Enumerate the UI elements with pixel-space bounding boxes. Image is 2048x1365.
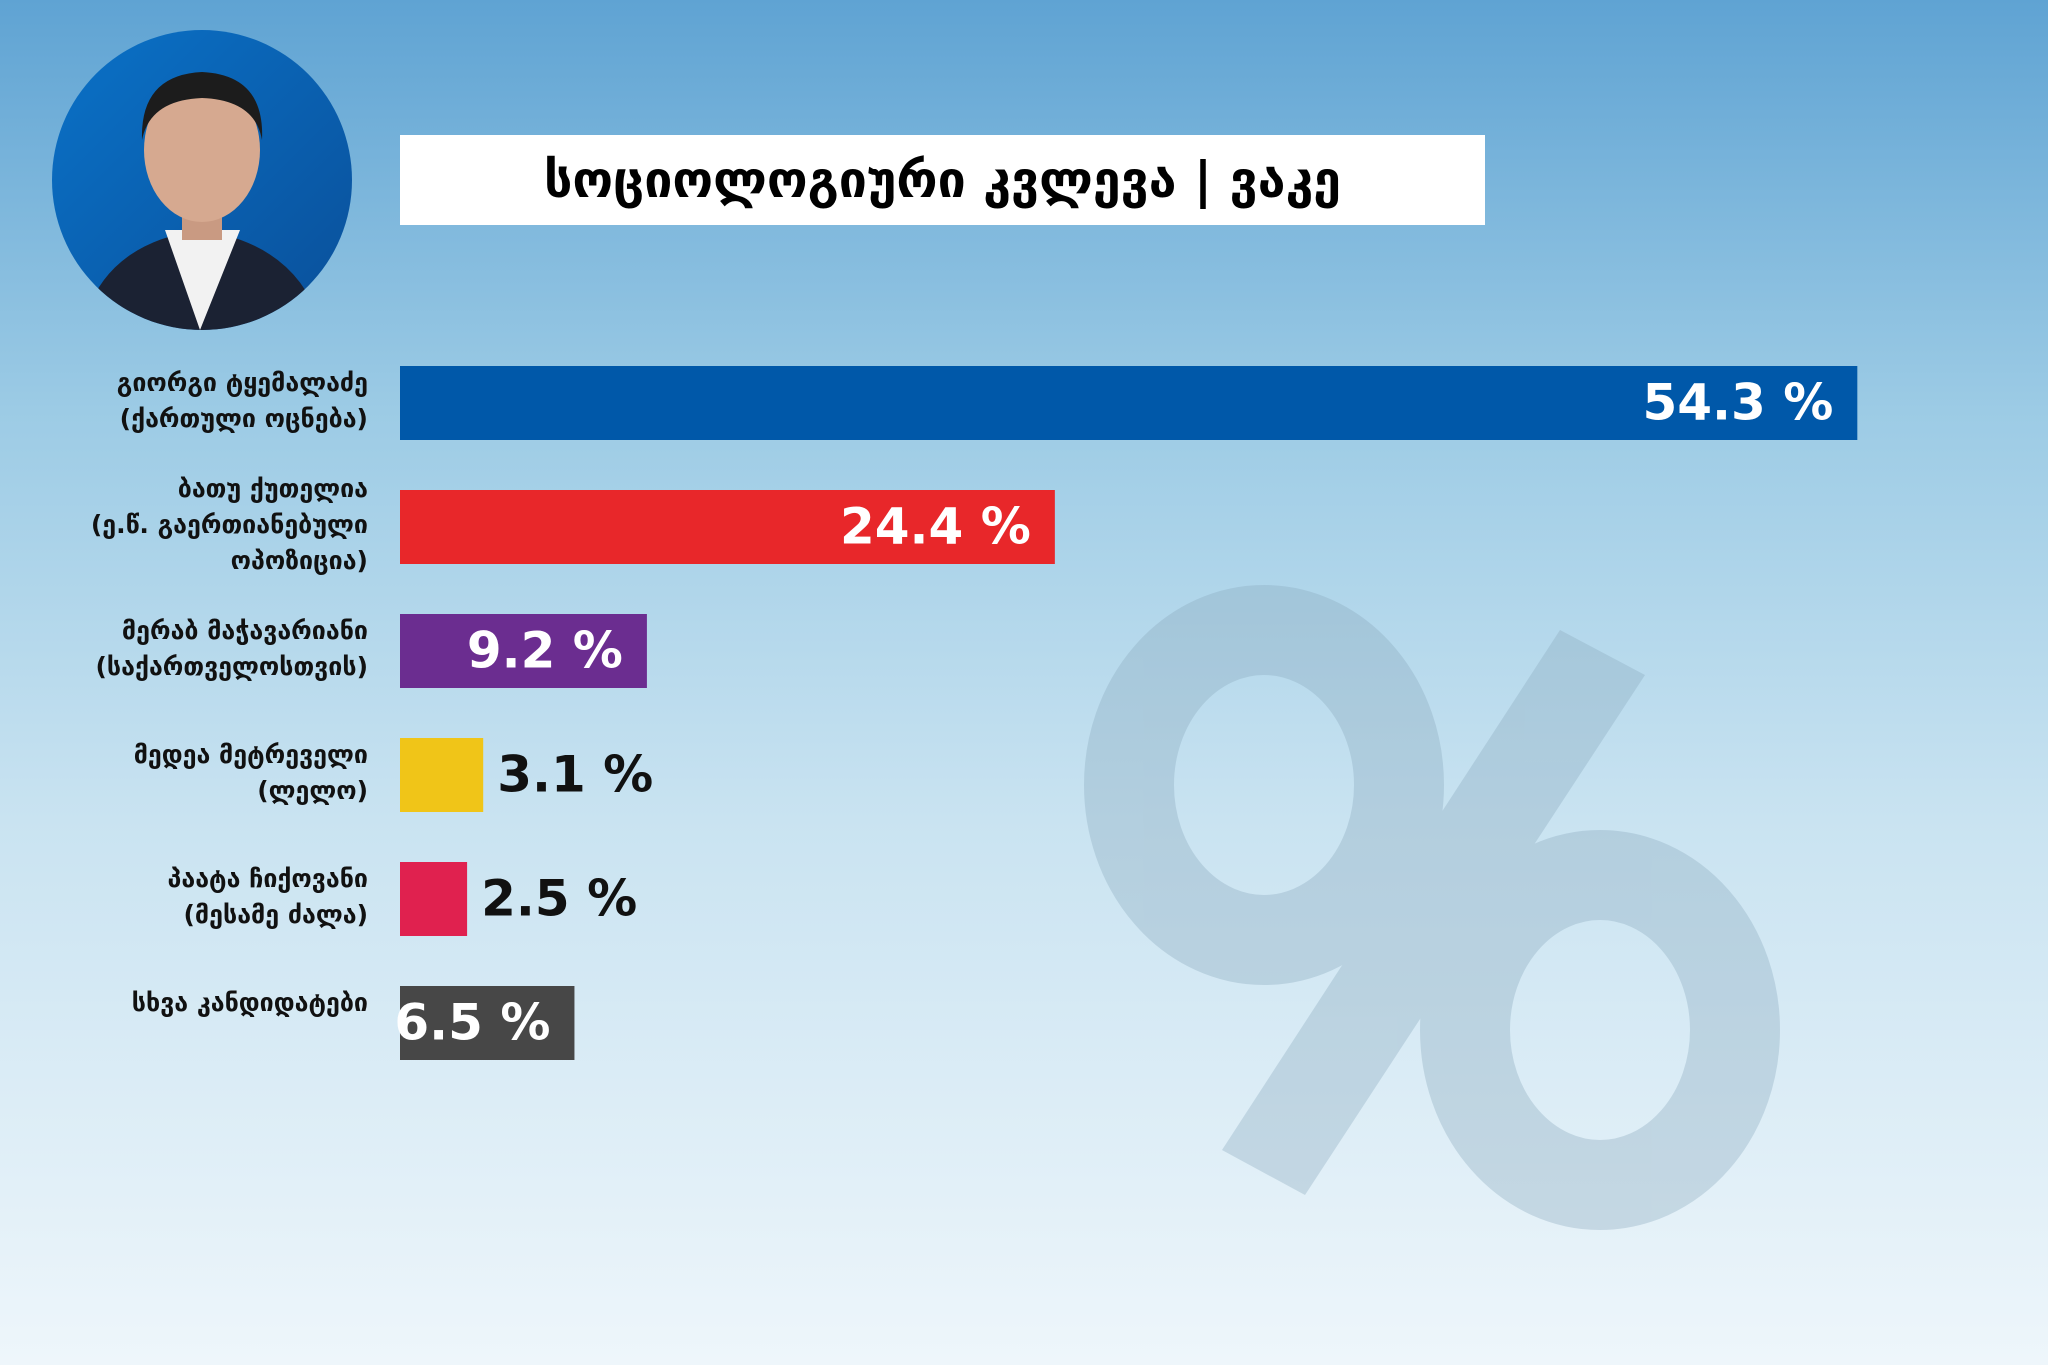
bar bbox=[400, 862, 468, 936]
category-label: გიორგი ტყემალაძე (ქართული ოცნება) bbox=[116, 368, 368, 433]
bar bbox=[400, 614, 647, 688]
category-label: მედეა მეტრეველი (ლელო) bbox=[133, 740, 368, 805]
value-label: 54.3 % bbox=[1642, 374, 1833, 432]
watermark bbox=[1084, 585, 1780, 1230]
value-label: 2.5 % bbox=[481, 870, 637, 928]
value-label: 6.5 % bbox=[394, 994, 550, 1052]
bar bbox=[400, 986, 575, 1060]
category-label: მერაბ მაჭავარიანი (საქართველოსთვის) bbox=[95, 616, 368, 681]
category-label: პაატა ჩიქოვანი (მესამე ძალა) bbox=[167, 864, 368, 929]
candidate-photo bbox=[52, 30, 352, 330]
category-label: სხვა კანდიდატები bbox=[131, 988, 368, 1017]
value-label: 24.4 % bbox=[840, 498, 1031, 556]
bar bbox=[400, 490, 1055, 564]
category-label: ბათუ ქუთელია (ე.წ. გაერთიანებული ოპოზიცი… bbox=[90, 474, 368, 575]
value-label: 3.1 % bbox=[497, 746, 653, 804]
chart-title: სოციოლოგიური კვლევა | ვაკე bbox=[400, 135, 1485, 225]
bar bbox=[400, 366, 1858, 440]
value-label: 9.2 % bbox=[467, 622, 623, 680]
bar bbox=[400, 738, 484, 812]
